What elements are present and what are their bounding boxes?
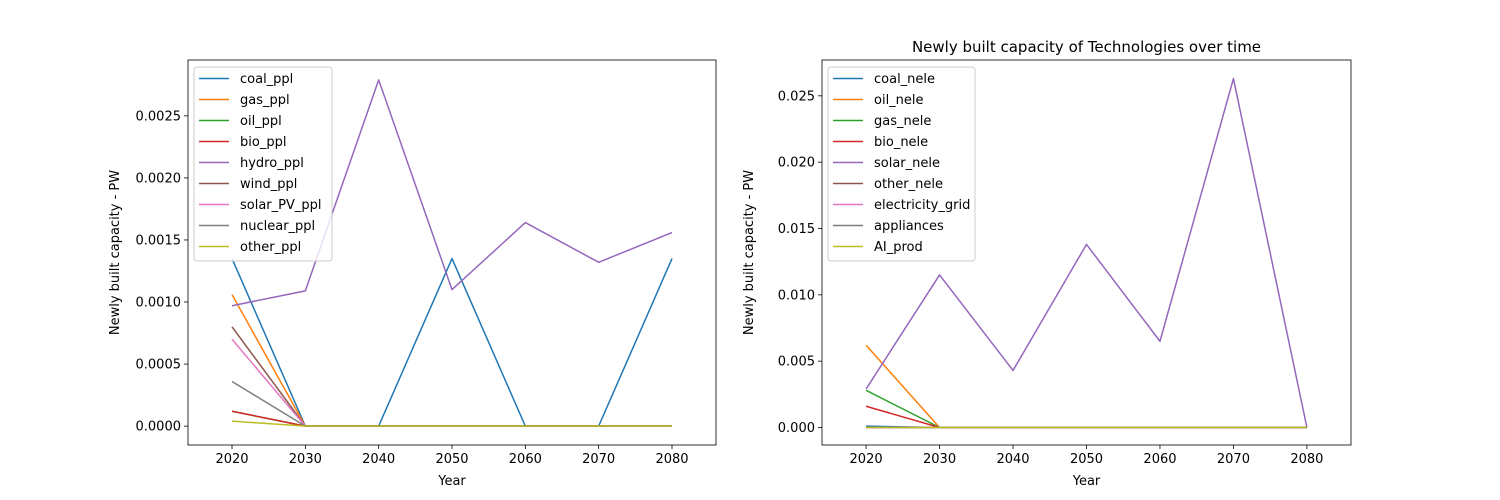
legend-label: oil_ppl [240,114,282,129]
series-line-hydro_ppl [231,79,673,307]
x-tick-label: 2060 [509,452,542,467]
legend-label: solar_PV_ppl [240,198,322,213]
legend-label: electricity_grid [874,198,970,213]
legend-label: solar_nele [874,156,940,171]
legend-label: oil_nele [874,93,924,108]
chart-title: Newly built capacity of Technologies ove… [912,38,1261,56]
y-tick-label: 0.0000 [136,420,182,435]
y-tick-label: 0.020 [778,156,815,171]
x-tick-label: 2070 [582,452,615,467]
legend-box [193,66,333,262]
y-tick-label: 0.0015 [136,233,182,248]
legend-label: gas_nele [874,114,931,129]
y-tick-label: 0.0010 [136,296,182,311]
y-tick-label: 0.0020 [136,171,182,186]
series-line-solar_nele [865,77,1308,428]
y-axis-label: Newly built capacity - PW [108,170,123,335]
axes-frame [187,59,717,446]
x-tick-label: 2050 [435,452,468,467]
x-tick-label: 2080 [1290,452,1323,467]
y-tick-label: 0.0005 [136,358,182,373]
right-chart: 2020 2030 2040 2050 2060 2070 2080 0.000 0.005 0.… [742,38,1352,489]
x-axis-label: Year [1072,474,1101,489]
y-tick-label: 0.010 [778,288,815,303]
x-tick-label: 2080 [655,452,688,467]
x-tick-label: 2030 [923,452,956,467]
x-axis-label: Year [437,474,466,489]
left-chart: 2020 2030 2040 2050 2060 2070 2080 0.0000 0.0005… [108,59,717,489]
legend-label: bio_nele [874,135,928,150]
y-axis-label: Newly built capacity - PW [742,170,757,335]
y-tick-label: 0.0025 [136,109,182,124]
series-line-other_ppl [231,420,672,427]
legend-label: other_nele [874,177,943,192]
legend-label: appliances [874,219,944,234]
y-tick-label: 0.025 [778,89,815,104]
x-tick-label: 2020 [215,452,248,467]
legend-label: hydro_ppl [240,156,304,171]
y-tick-label: 0.015 [778,222,815,237]
legend-label: wind_ppl [240,177,297,192]
legend-label: gas_ppl [240,93,290,108]
legend-label: bio_ppl [240,135,286,150]
legend-label: coal_nele [874,72,935,87]
x-tick-label: 2070 [1217,452,1250,467]
x-tick-label: 2020 [850,452,883,467]
x-tick-label: 2050 [1070,452,1103,467]
x-tick-label: 2040 [996,452,1029,467]
x-tick-label: 2060 [1143,452,1176,467]
x-tick-label: 2040 [362,452,395,467]
legend-label: nuclear_ppl [240,219,315,234]
legend-label: coal_ppl [240,72,293,87]
x-tick-label: 2030 [289,452,322,467]
y-tick-label: 0.005 [778,355,815,370]
legend-label: AI_prod [874,240,923,255]
legend-box [827,66,976,262]
legend-label: other_ppl [240,240,301,255]
axes-frame [821,59,1352,446]
y-tick-label: 0.000 [778,421,815,436]
